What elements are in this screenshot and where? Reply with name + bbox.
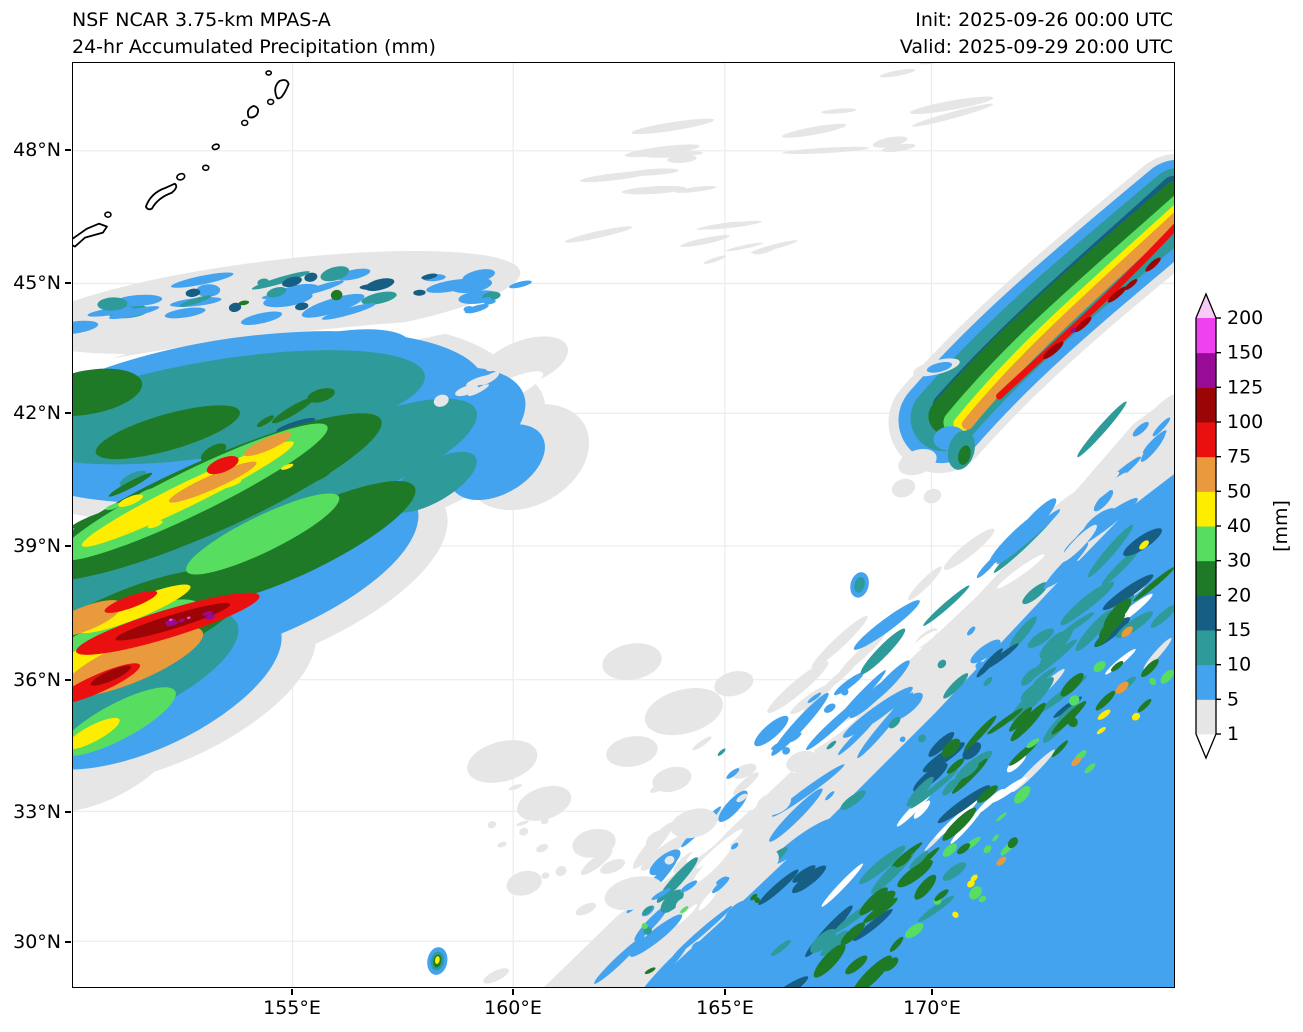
x-tick-label: 165°E bbox=[696, 997, 754, 1019]
y-tick-label: 42°N bbox=[13, 402, 61, 424]
title-line-1: NSF NCAR 3.75-km MPAS-A bbox=[72, 9, 331, 31]
colorbar-tick-label: 100 bbox=[1227, 411, 1263, 433]
colorbar-segment bbox=[1196, 560, 1216, 596]
colorbar-tick-label: 125 bbox=[1227, 376, 1263, 398]
colorbar-tick-label: 5 bbox=[1227, 688, 1239, 710]
colorbar-segment bbox=[1196, 422, 1216, 458]
precipitation-map bbox=[73, 63, 1174, 987]
x-tick-label: 170°E bbox=[903, 997, 961, 1019]
colorbar-tick-label: 1 bbox=[1227, 723, 1239, 745]
y-tick-mark bbox=[65, 149, 71, 151]
y-tick-mark bbox=[65, 282, 71, 284]
colorbar-segment bbox=[1196, 491, 1216, 527]
run-times: Init: 2025-09-26 00:00 UTC Valid: 2025-0… bbox=[900, 7, 1173, 61]
y-tick-mark bbox=[65, 811, 71, 813]
precip-field bbox=[73, 63, 1174, 987]
plot-title: NSF NCAR 3.75-km MPAS-A 24-hr Accumulate… bbox=[72, 7, 436, 61]
colorbar-tick-label: 15 bbox=[1227, 619, 1251, 641]
x-tick-label: 160°E bbox=[484, 997, 542, 1019]
valid-time: Valid: 2025-09-29 20:00 UTC bbox=[899, 35, 1173, 58]
y-tick-mark bbox=[65, 545, 71, 547]
y-tick-label: 36°N bbox=[13, 669, 61, 691]
y-tick-label: 33°N bbox=[13, 801, 61, 823]
y-tick-mark bbox=[65, 679, 71, 681]
title-line-2: 24-hr Accumulated Precipitation (mm) bbox=[72, 35, 436, 58]
colorbar-segment bbox=[1196, 699, 1216, 735]
colorbar-unit-label: [mm] bbox=[1270, 500, 1292, 552]
colorbar-segment bbox=[1196, 456, 1216, 492]
colorbar-under-arrow bbox=[1196, 734, 1216, 758]
y-tick-mark bbox=[65, 941, 71, 943]
colorbar-tick-label: 30 bbox=[1227, 550, 1251, 572]
colorbar-segment bbox=[1196, 526, 1216, 562]
colorbar-tick-label: 20 bbox=[1227, 584, 1251, 606]
y-tick-mark bbox=[65, 412, 71, 414]
colorbar-segment bbox=[1196, 387, 1216, 423]
colorbar-segment bbox=[1196, 318, 1216, 354]
colorbar-tick-label: 10 bbox=[1227, 654, 1251, 676]
y-tick-label: 45°N bbox=[13, 272, 61, 294]
map-plot-area bbox=[72, 62, 1175, 988]
colorbar-segment bbox=[1196, 595, 1216, 631]
x-tick-mark bbox=[512, 989, 514, 995]
colorbar-tick-label: 150 bbox=[1227, 342, 1263, 364]
colorbar-segment bbox=[1196, 630, 1216, 666]
init-time: Init: 2025-09-26 00:00 UTC bbox=[915, 9, 1173, 31]
colorbar-tick-label: 50 bbox=[1227, 480, 1251, 502]
colorbar-tick-label: 75 bbox=[1227, 446, 1251, 468]
x-tick-label: 155°E bbox=[263, 997, 321, 1019]
x-tick-mark bbox=[931, 989, 933, 995]
coastlines bbox=[73, 70, 290, 248]
colorbar-tick-label: 200 bbox=[1227, 307, 1263, 329]
colorbar-tick-label: 40 bbox=[1227, 515, 1251, 537]
y-tick-label: 39°N bbox=[13, 535, 61, 557]
colorbar: 1 5 10 15 20 30 40 50 75 100 125 150 200 [mm] bbox=[1190, 288, 1303, 774]
colorbar-over-arrow bbox=[1196, 294, 1216, 318]
y-tick-label: 30°N bbox=[13, 931, 61, 953]
colorbar-segment bbox=[1196, 664, 1216, 700]
y-tick-label: 48°N bbox=[13, 139, 61, 161]
x-tick-mark bbox=[724, 989, 726, 995]
colorbar-segment bbox=[1196, 352, 1216, 388]
x-tick-mark bbox=[291, 989, 293, 995]
